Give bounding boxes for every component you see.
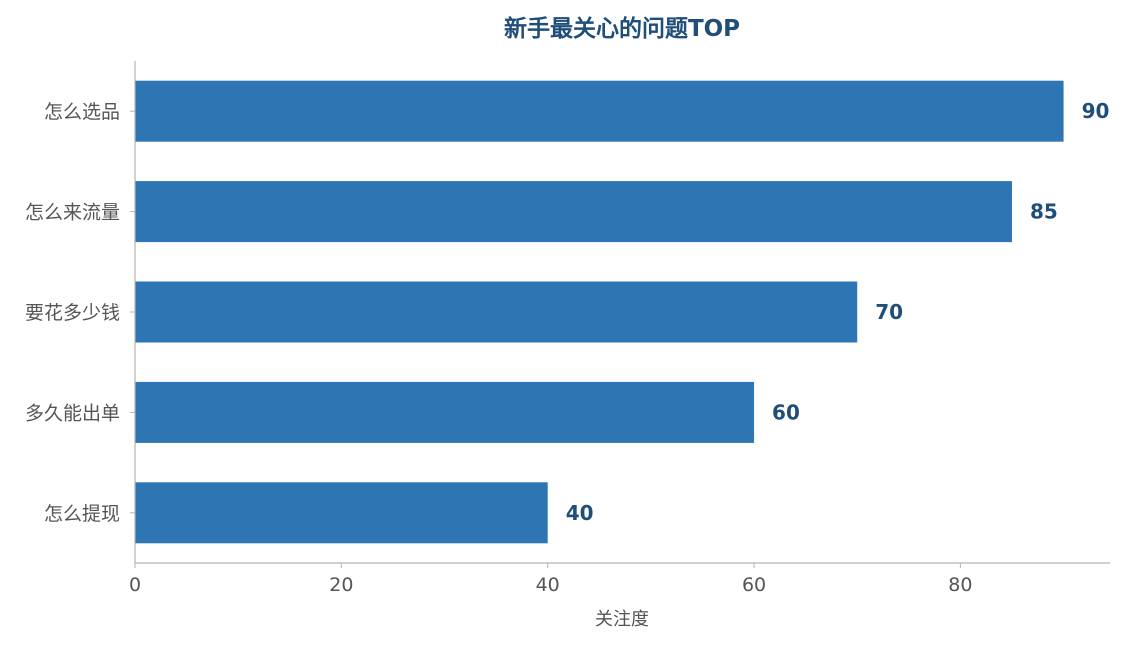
bar — [135, 381, 755, 443]
bar-value-label: 90 — [1082, 99, 1110, 123]
y-tick-label: 多久能出单 — [25, 402, 120, 424]
x-tick-label: 20 — [329, 574, 353, 596]
x-tick-label: 0 — [129, 574, 141, 596]
bar-value-label: 60 — [772, 400, 800, 424]
bar — [135, 281, 858, 343]
y-tick-label: 怎么来流量 — [25, 202, 120, 224]
y-tick-label: 要花多少钱 — [25, 302, 120, 324]
x-axis-label: 关注度 — [595, 609, 649, 630]
bar-value-label: 70 — [875, 300, 903, 324]
bar-value-label: 40 — [566, 501, 594, 525]
x-ticks-group: 0 20 40 60 80 — [129, 563, 972, 596]
y-tick-label: 怎么选品 — [44, 101, 120, 123]
bars-group — [135, 80, 1064, 544]
x-tick-label: 40 — [536, 574, 560, 596]
bar-value-label: 85 — [1030, 200, 1058, 224]
bar — [135, 80, 1064, 142]
value-labels-group: 90 85 70 60 40 — [566, 99, 1110, 525]
y-tick-label: 怎么提现 — [44, 503, 120, 525]
x-tick-label: 80 — [948, 574, 972, 596]
bar — [135, 482, 548, 544]
chart-title: 新手最关心的问题TOP — [504, 15, 740, 42]
bar — [135, 181, 1012, 243]
x-tick-label: 60 — [742, 574, 766, 596]
